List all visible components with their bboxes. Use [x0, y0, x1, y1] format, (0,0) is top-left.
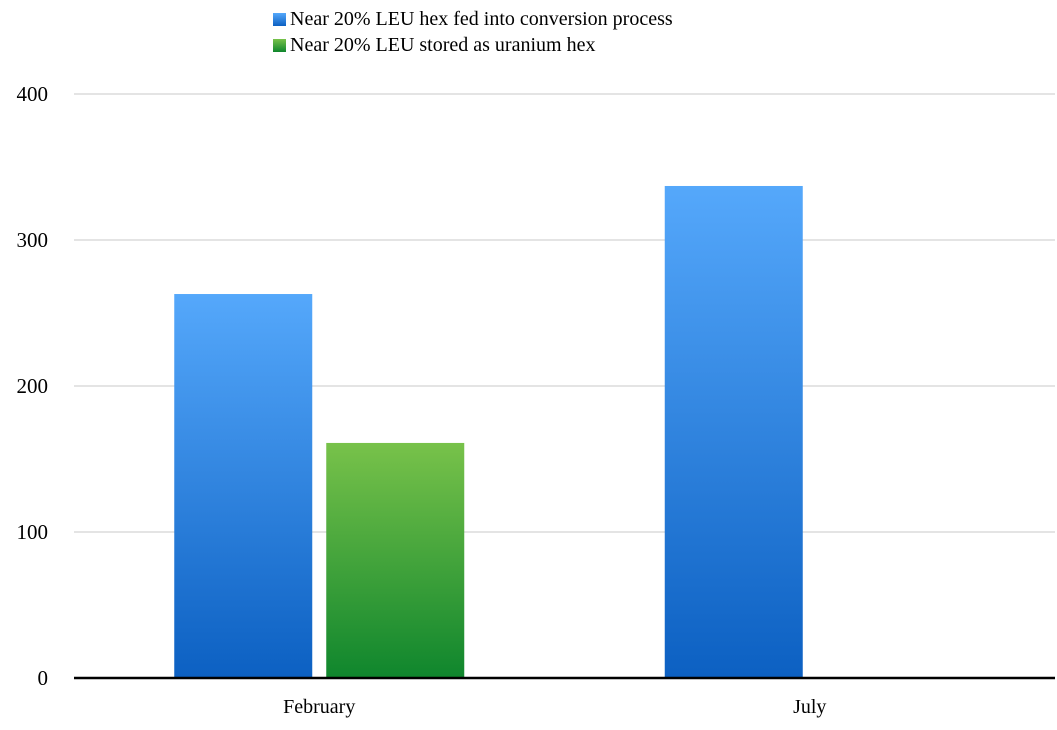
y-tick-label-400: 400	[17, 82, 49, 106]
bar-february-series-1	[326, 442, 465, 678]
x-tick-label-february: February	[283, 696, 355, 718]
legend-swatch-series-0	[273, 12, 286, 26]
y-tick-label-0: 0	[38, 666, 49, 690]
x-tick-label-july: July	[793, 696, 826, 718]
legend-label-series-1: Near 20% LEU stored as uranium hex	[290, 34, 596, 56]
legend: Near 20% LEU hex fed into conversion pro…	[273, 6, 673, 58]
bar-february-series-0	[174, 294, 313, 678]
x-axis-tick-labels: February July	[283, 696, 826, 718]
legend-label-series-0: Near 20% LEU hex fed into conversion pro…	[290, 8, 673, 30]
y-tick-label-100: 100	[17, 520, 49, 544]
bar-july-series-0	[664, 185, 803, 679]
legend-item-series-1: Near 20% LEU stored as uranium hex	[273, 32, 673, 58]
y-tick-label-300: 300	[17, 228, 49, 252]
y-axis-tick-labels: 0 100 200 300 400	[17, 82, 49, 690]
legend-item-series-0: Near 20% LEU hex fed into conversion pro…	[273, 6, 673, 32]
y-tick-label-200: 200	[17, 374, 49, 398]
bars	[174, 185, 803, 679]
legend-swatch-series-1	[273, 38, 286, 52]
